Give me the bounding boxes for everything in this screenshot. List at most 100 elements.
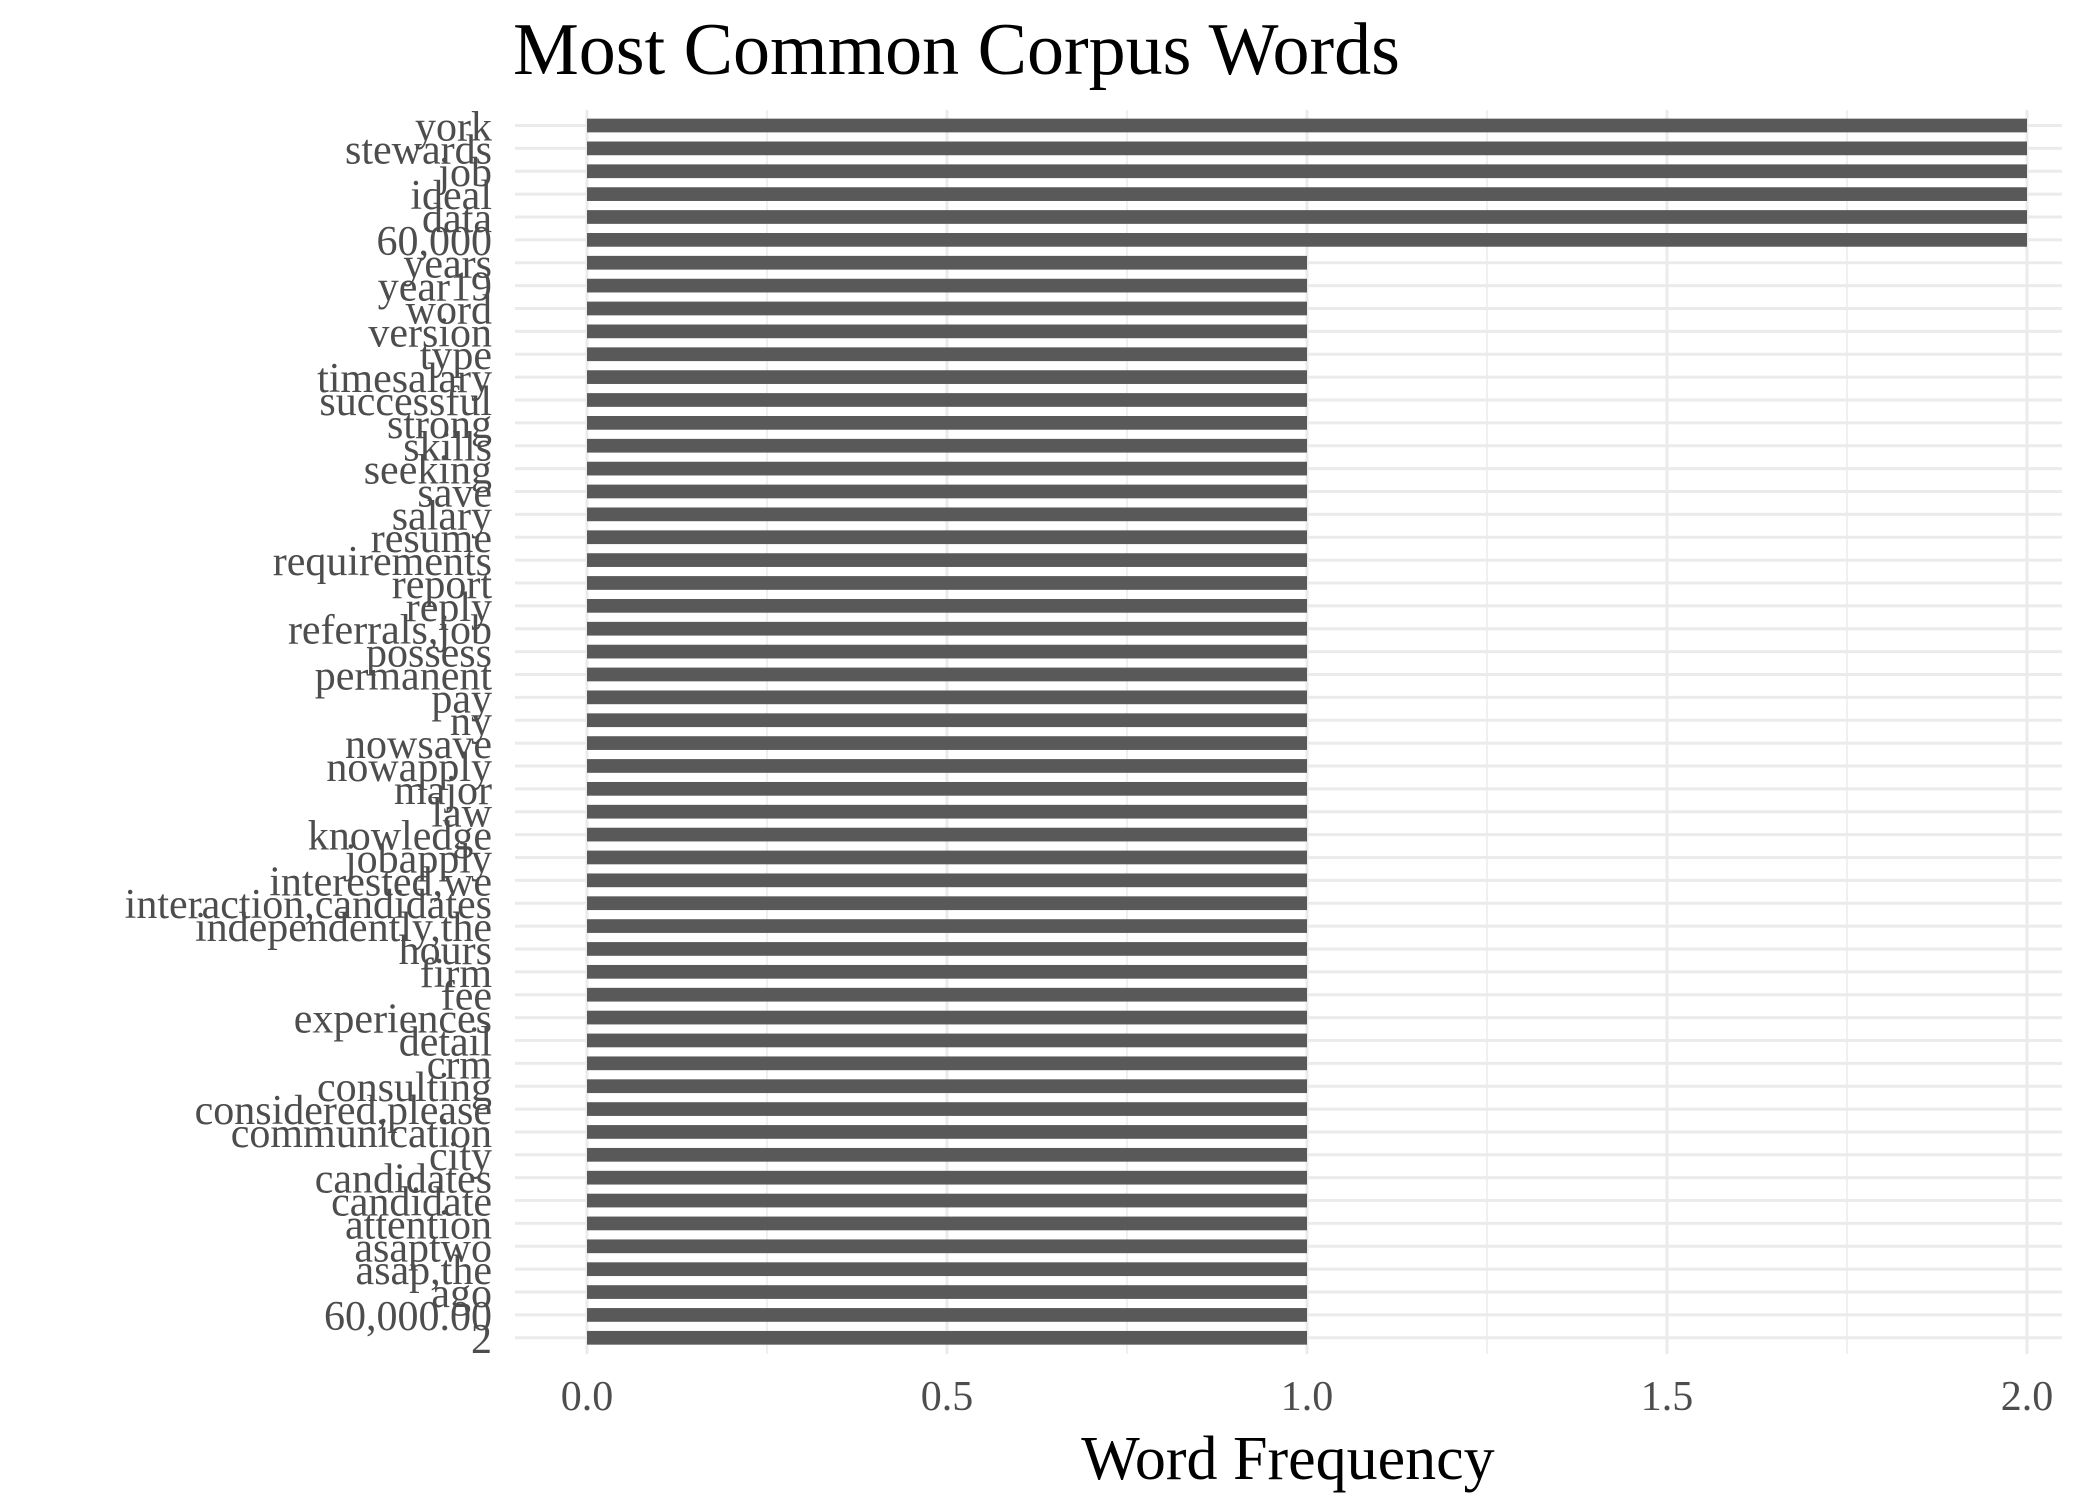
bar	[587, 324, 1307, 339]
y-tick-label: resume	[371, 516, 492, 562]
bar	[587, 301, 1307, 316]
y-tick-label: ago	[431, 1271, 492, 1317]
bar	[587, 1216, 1307, 1231]
y-tick-label: attention	[345, 1202, 492, 1248]
bar	[587, 1102, 1307, 1116]
y-tick-label: report	[392, 562, 493, 608]
y-tick-label: detail	[399, 1019, 492, 1065]
y-tick-label: asaptwo	[354, 1225, 492, 1271]
y-tick-label: requirements	[273, 539, 492, 585]
bar	[587, 827, 1307, 842]
bar	[587, 1170, 1307, 1185]
y-tick-label: years	[403, 242, 492, 288]
bar	[587, 987, 1307, 1002]
bar	[587, 713, 1307, 728]
bar	[587, 233, 2027, 247]
y-tick-label: experiences	[294, 997, 492, 1043]
x-tick-label: 1.0	[1281, 1374, 1334, 1420]
y-tick-label: reply	[406, 585, 492, 631]
bar	[587, 942, 1307, 956]
bar	[587, 210, 2027, 224]
bar	[587, 370, 1307, 384]
bar	[587, 690, 1307, 705]
y-tick-label: ideal	[410, 173, 492, 219]
y-tick-label: salary	[392, 493, 492, 539]
bar	[587, 1056, 1307, 1071]
y-tick-label: independently,the	[195, 905, 492, 951]
bar	[587, 1033, 1307, 1048]
bar	[587, 1125, 1307, 1139]
y-tick-label: timesalary	[317, 356, 492, 402]
y-tick-label: seeking	[364, 448, 492, 494]
bar	[587, 255, 1307, 270]
y-tick-label: firm	[420, 951, 493, 997]
y-tick-label: referrals,job	[288, 608, 492, 654]
bar	[587, 415, 1307, 430]
y-tick-label: year19	[378, 265, 492, 311]
bar	[587, 1308, 1307, 1322]
bar	[587, 576, 1307, 590]
y-tick-label: law	[431, 791, 492, 837]
y-tick-label: nowsave	[345, 722, 492, 768]
y-tick-label: crm	[427, 1042, 493, 1088]
bar	[587, 278, 1307, 293]
y-tick-label: 60,000	[377, 219, 493, 265]
y-tick-label: interested,we	[269, 859, 492, 905]
x-tick-label: 2.0	[2001, 1374, 2054, 1420]
bar	[587, 850, 1307, 865]
y-tick-label: type	[420, 333, 492, 379]
x-tick-label: 1.5	[1641, 1374, 1694, 1420]
bar	[587, 1262, 1307, 1277]
chart-title: Most Common Corpus Words	[513, 9, 1400, 91]
y-tick-label: city	[429, 1134, 492, 1180]
y-tick-label: data	[422, 196, 492, 242]
y-tick-label: jobapply	[343, 836, 492, 882]
y-tick-label: hours	[399, 928, 492, 974]
x-tick-label: 0.0	[561, 1374, 614, 1420]
y-tick-label: york	[415, 105, 492, 151]
y-tick-label: asap,the	[356, 1248, 492, 1294]
y-tick-label: stewards	[345, 127, 492, 173]
bar	[587, 873, 1307, 888]
bar	[587, 553, 1307, 567]
y-tick-label: considered,please	[195, 1088, 492, 1134]
y-tick-label: strong	[387, 402, 492, 448]
y-tick-label: major	[394, 768, 492, 814]
bar	[587, 1010, 1307, 1025]
y-tick-label: interaction,candidates	[125, 882, 492, 928]
y-tick-label: knowledge	[308, 814, 492, 860]
bar	[587, 804, 1307, 819]
y-tick-label: candidates	[315, 1157, 492, 1203]
bar	[587, 667, 1307, 682]
bar	[587, 1147, 1307, 1162]
bar	[587, 164, 2027, 179]
x-axis-label: Word Frequency	[1081, 1425, 1494, 1493]
bar	[587, 919, 1307, 933]
bar	[587, 530, 1307, 545]
x-tick-label: 0.5	[921, 1374, 974, 1420]
bar	[587, 118, 2027, 133]
bar	[587, 896, 1307, 911]
y-tick-label: permanent	[315, 653, 493, 699]
y-tick-label: save	[417, 470, 492, 516]
y-tick-label: possess	[366, 631, 492, 677]
y-tick-label: consulting	[317, 1065, 492, 1111]
y-tick-label: job	[436, 150, 492, 196]
bar	[587, 1285, 1307, 1299]
bar	[587, 1079, 1307, 1094]
bar	[587, 1193, 1307, 1208]
bar	[587, 1239, 1307, 1254]
bar	[587, 393, 1307, 407]
y-tick-label: word	[406, 287, 492, 333]
y-tick-label: version	[368, 310, 492, 356]
bar	[587, 187, 2027, 201]
bar	[587, 759, 1307, 773]
y-tick-label: skills	[403, 425, 492, 471]
y-tick-label: nowapply	[326, 745, 492, 791]
bar	[587, 141, 2027, 156]
bar	[587, 1330, 1307, 1345]
y-tick-label: candidate	[331, 1180, 492, 1226]
y-tick-label: ny	[450, 699, 492, 745]
bar	[587, 781, 1307, 796]
